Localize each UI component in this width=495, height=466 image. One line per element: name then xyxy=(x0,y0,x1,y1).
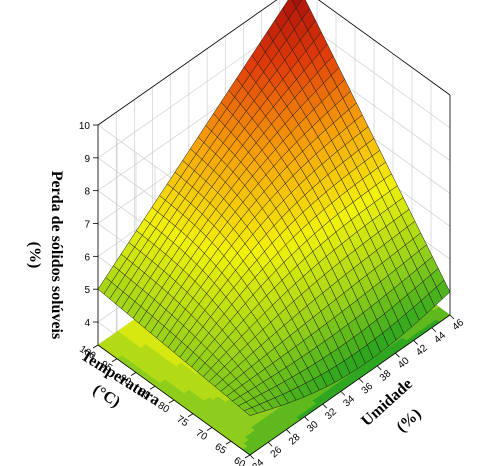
z-tick-label: 7 xyxy=(84,220,90,231)
z-tick-label: 5 xyxy=(84,285,90,296)
y-tick-label: 60 xyxy=(232,455,248,466)
y-tick-mark xyxy=(111,358,118,363)
x-tick-mark xyxy=(358,378,364,383)
x-tick-label: 40 xyxy=(396,355,412,371)
y-tick-mark xyxy=(92,344,99,349)
box-edge xyxy=(318,0,451,96)
y-tick-mark xyxy=(149,385,156,390)
x-tick-label: 46 xyxy=(451,317,467,333)
x-tick-mark xyxy=(286,429,291,434)
x-axis-title-unit: (%) xyxy=(393,405,424,435)
x-tick-label: 42 xyxy=(414,342,430,358)
x-tick-label: 32 xyxy=(323,406,339,422)
response-surface xyxy=(97,0,451,416)
z-axis-title: Perda de sólidos solúveis xyxy=(48,171,65,339)
y-tick-mark xyxy=(130,372,137,376)
x-tick-label: 34 xyxy=(341,393,357,409)
x-tick-label: 26 xyxy=(269,444,285,460)
x-tick-mark xyxy=(340,391,346,396)
x-tick-label: 24 xyxy=(251,457,267,466)
surface-cell xyxy=(243,407,259,416)
y-tick-mark xyxy=(244,454,251,459)
x-tick-mark xyxy=(304,416,309,422)
z-axis-title-line1: Perda de sólidos solúveis xyxy=(48,171,65,339)
z-tick-label: 10 xyxy=(79,121,91,132)
z-tick-label: 8 xyxy=(84,187,90,198)
y-tick-mark xyxy=(206,427,213,431)
x-tick-mark xyxy=(267,441,273,447)
y-tick-mark xyxy=(168,399,175,404)
z-tick-label: 6 xyxy=(84,252,90,263)
x-tick-label: 38 xyxy=(378,368,394,384)
x-tick-mark xyxy=(449,314,455,320)
x-tick-label: 44 xyxy=(432,330,448,346)
x-tick-label: 30 xyxy=(305,419,321,435)
x-tick-label: 36 xyxy=(360,381,376,397)
z-axis-title-unit: (%) xyxy=(26,242,43,269)
z-tick-label: 4 xyxy=(84,318,90,329)
x-tick-mark xyxy=(376,365,382,371)
x-tick-mark xyxy=(322,403,328,409)
x-tick-mark xyxy=(395,352,400,358)
box-edge xyxy=(97,0,278,126)
z-axis-ticks: 4 5 6 7 8 9 10 xyxy=(79,121,98,329)
x-tick-mark xyxy=(249,454,255,460)
x-tick-label: 28 xyxy=(287,432,303,448)
z-tick-label: 9 xyxy=(84,154,90,165)
x-tick-mark xyxy=(431,327,437,333)
x-tick-mark xyxy=(413,340,418,345)
y-tick-mark xyxy=(225,440,232,445)
y-tick-mark xyxy=(187,413,194,418)
box-edge xyxy=(249,314,451,456)
